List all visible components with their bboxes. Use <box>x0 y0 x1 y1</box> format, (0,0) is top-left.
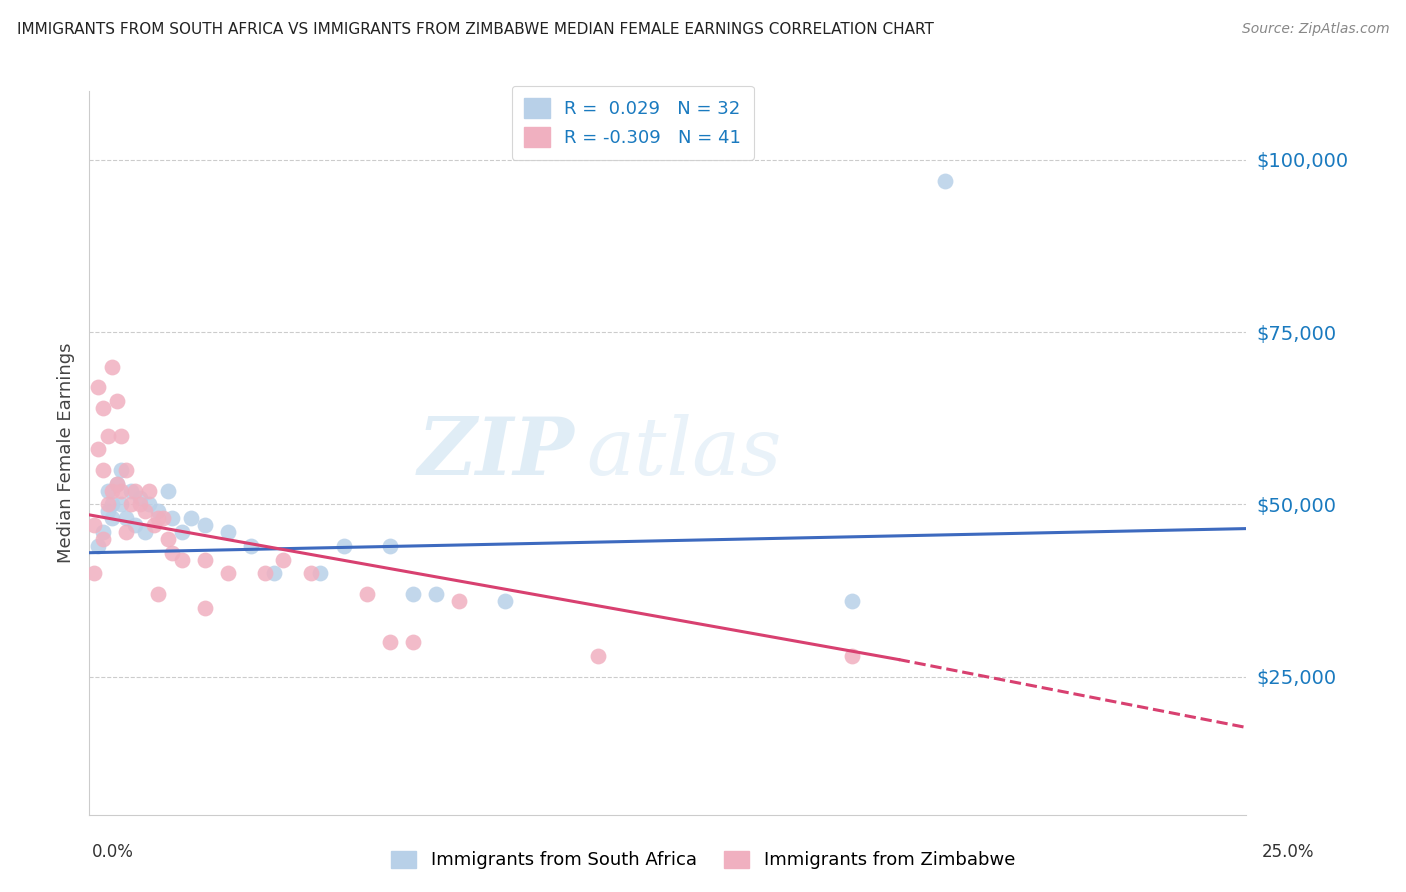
Point <box>332 539 354 553</box>
Point <box>142 518 165 533</box>
Point <box>110 498 132 512</box>
Point <box>263 566 285 581</box>
Point <box>309 566 332 581</box>
Point <box>148 587 170 601</box>
Point <box>841 649 863 664</box>
Point <box>101 511 124 525</box>
Y-axis label: Median Female Earnings: Median Female Earnings <box>58 343 75 563</box>
Point <box>115 463 138 477</box>
Point <box>134 504 156 518</box>
Point <box>162 546 184 560</box>
Text: 0.0%: 0.0% <box>91 843 134 861</box>
Point <box>101 498 124 512</box>
Point <box>83 518 105 533</box>
Text: IMMIGRANTS FROM SOUTH AFRICA VS IMMIGRANTS FROM ZIMBABWE MEDIAN FEMALE EARNINGS : IMMIGRANTS FROM SOUTH AFRICA VS IMMIGRAN… <box>17 22 934 37</box>
Point <box>110 483 132 498</box>
Point <box>148 504 170 518</box>
Point <box>138 483 160 498</box>
Point <box>115 524 138 539</box>
Point <box>273 552 295 566</box>
Point <box>194 552 217 566</box>
Point <box>138 498 160 512</box>
Point <box>97 428 120 442</box>
Point <box>299 566 322 581</box>
Point <box>148 511 170 525</box>
Point <box>101 359 124 374</box>
Point <box>841 594 863 608</box>
Text: 25.0%: 25.0% <box>1263 843 1315 861</box>
Point <box>156 483 179 498</box>
Point <box>101 483 124 498</box>
Point <box>586 649 609 664</box>
Point <box>83 566 105 581</box>
Point <box>194 600 217 615</box>
Point <box>378 539 401 553</box>
Point <box>87 442 110 457</box>
Point <box>194 518 217 533</box>
Point <box>124 483 146 498</box>
Point <box>105 394 128 409</box>
Point <box>97 483 120 498</box>
Point <box>156 532 179 546</box>
Point <box>180 511 202 525</box>
Point <box>120 483 142 498</box>
Legend: Immigrants from South Africa, Immigrants from Zimbabwe: Immigrants from South Africa, Immigrants… <box>382 842 1024 879</box>
Point <box>449 594 471 608</box>
Point <box>425 587 447 601</box>
Point <box>97 504 120 518</box>
Point <box>356 587 378 601</box>
Point <box>105 476 128 491</box>
Point <box>170 524 193 539</box>
Point <box>87 539 110 553</box>
Point <box>91 401 114 415</box>
Point <box>934 174 956 188</box>
Point <box>129 491 152 505</box>
Point <box>110 463 132 477</box>
Legend: R =  0.029   N = 32, R = -0.309   N = 41: R = 0.029 N = 32, R = -0.309 N = 41 <box>512 86 754 160</box>
Point <box>105 476 128 491</box>
Point <box>91 463 114 477</box>
Point <box>217 566 239 581</box>
Point <box>120 498 142 512</box>
Text: ZIP: ZIP <box>418 414 575 491</box>
Point <box>170 552 193 566</box>
Point <box>162 511 184 525</box>
Point <box>115 511 138 525</box>
Point <box>97 498 120 512</box>
Point <box>152 511 174 525</box>
Point <box>402 587 425 601</box>
Point <box>253 566 276 581</box>
Point <box>124 518 146 533</box>
Point <box>110 428 132 442</box>
Point <box>494 594 516 608</box>
Point <box>240 539 263 553</box>
Point <box>91 524 114 539</box>
Point <box>378 635 401 649</box>
Point <box>129 498 152 512</box>
Point <box>91 532 114 546</box>
Point <box>87 380 110 394</box>
Point <box>217 524 239 539</box>
Text: Source: ZipAtlas.com: Source: ZipAtlas.com <box>1241 22 1389 37</box>
Point <box>402 635 425 649</box>
Point <box>134 524 156 539</box>
Text: atlas: atlas <box>586 414 782 491</box>
